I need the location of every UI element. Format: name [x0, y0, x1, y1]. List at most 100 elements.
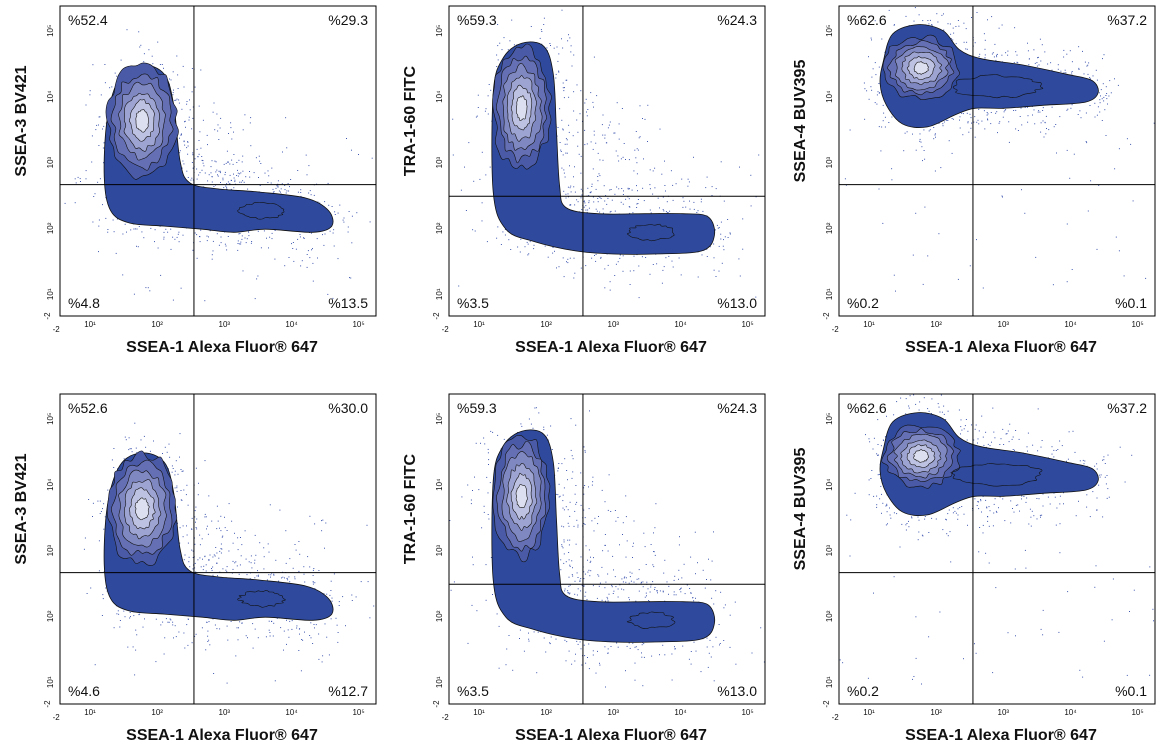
event-dot — [1055, 124, 1057, 125]
event-dot — [614, 576, 616, 578]
event-dot — [608, 593, 610, 595]
event-dot — [194, 543, 196, 545]
event-dot — [334, 211, 336, 213]
event-dot — [500, 244, 502, 245]
event-dot — [584, 144, 586, 146]
event-dot — [172, 468, 174, 469]
event-dot — [105, 587, 107, 589]
event-dot — [225, 185, 227, 187]
event-dot — [570, 191, 572, 193]
event-dot — [710, 656, 712, 658]
event-dot — [876, 453, 878, 455]
event-dot — [323, 244, 325, 246]
event-dot — [240, 181, 242, 183]
event-dot — [1024, 107, 1026, 108]
event-dot — [591, 257, 593, 259]
event-dot — [609, 289, 611, 291]
event-dot — [585, 591, 587, 593]
event-dot — [661, 282, 663, 284]
event-dot — [603, 185, 605, 187]
event-dot — [236, 565, 238, 567]
event-dot — [689, 208, 691, 210]
event-dot — [288, 190, 290, 192]
event-dot — [1016, 54, 1018, 56]
event-dot — [130, 616, 131, 618]
event-dot — [618, 138, 620, 140]
event-dot — [671, 653, 673, 655]
event-dot — [258, 155, 260, 157]
event-dot — [289, 620, 291, 622]
event-dot — [94, 193, 96, 195]
event-dot — [210, 166, 212, 168]
event-dot — [129, 612, 131, 613]
event-dot — [98, 116, 100, 118]
event-dot — [187, 542, 189, 544]
event-dot — [727, 237, 729, 238]
event-dot — [599, 175, 601, 177]
event-dot — [763, 661, 765, 663]
event-dot — [270, 182, 272, 184]
event-dot — [567, 186, 569, 188]
event-dot — [1067, 108, 1069, 110]
event-dot — [207, 630, 209, 632]
event-dot — [561, 463, 563, 465]
event-dot — [307, 556, 309, 558]
event-dot — [667, 212, 669, 214]
event-dot — [539, 37, 541, 39]
event-dot — [1028, 64, 1030, 66]
event-dot — [1071, 71, 1073, 72]
event-dot — [1021, 189, 1022, 191]
event-dot — [571, 477, 573, 479]
plot-frame — [838, 5, 1156, 317]
event-dot — [876, 103, 878, 105]
event-dot — [99, 116, 101, 118]
event-dot — [177, 74, 179, 76]
event-dot — [199, 544, 201, 546]
event-dot — [1042, 107, 1044, 109]
event-dot — [984, 39, 986, 41]
event-dot — [946, 119, 948, 121]
event-dot — [269, 635, 271, 637]
event-dot — [293, 260, 295, 262]
event-dot — [217, 124, 219, 126]
event-dot — [931, 24, 933, 26]
event-dot — [560, 151, 562, 152]
event-dot — [633, 581, 635, 583]
event-dot — [239, 233, 241, 234]
event-dot — [576, 519, 578, 521]
event-dot — [492, 594, 493, 595]
event-dot — [549, 43, 551, 44]
event-dot — [238, 159, 240, 161]
event-dot — [627, 187, 629, 189]
event-dot — [242, 129, 244, 131]
event-dot — [91, 161, 93, 163]
event-dot — [636, 148, 638, 150]
event-dot — [471, 604, 473, 606]
event-dot — [864, 88, 866, 90]
event-dot — [163, 653, 165, 655]
event-dot — [113, 448, 115, 449]
event-dot — [574, 493, 576, 495]
event-dot — [234, 179, 236, 181]
event-dot — [255, 157, 257, 159]
event-dot — [987, 113, 989, 115]
event-dot — [228, 550, 230, 552]
event-dot — [1040, 122, 1042, 124]
event-dot — [162, 621, 164, 623]
event-dot — [99, 178, 101, 180]
event-dot — [570, 449, 572, 451]
event-dot — [240, 243, 242, 245]
event-dot — [557, 494, 559, 496]
event-dot — [470, 503, 472, 505]
event-dot — [268, 620, 270, 622]
event-dot — [999, 496, 1001, 498]
event-dot — [1103, 459, 1105, 461]
event-dot — [569, 501, 571, 503]
event-dot — [613, 569, 614, 571]
event-dot — [487, 492, 489, 494]
event-dot — [251, 567, 253, 569]
event-dot — [186, 170, 188, 172]
event-dot — [472, 564, 474, 566]
event-dot — [711, 186, 713, 188]
event-dot — [543, 24, 545, 25]
